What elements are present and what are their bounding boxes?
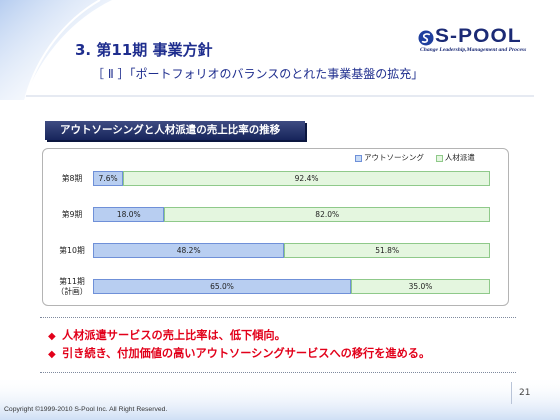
bar-segment-temp-staffing xyxy=(123,171,490,186)
logo-tagline: Change Leadership,Management and Process xyxy=(420,47,527,53)
legend-label-outsourcing: アウトソーシング xyxy=(364,153,424,162)
bar-segment-outsourcing xyxy=(93,171,124,186)
data-label-temp-staffing: 35.0% xyxy=(408,282,433,291)
diamond-bullet-icon: ◆ xyxy=(48,349,56,360)
logo-wordmark: S-POOL xyxy=(435,26,522,47)
key-point-text: 人材派遣サービスの売上比率は、低下傾向。 xyxy=(62,329,286,342)
company-logo: S-POOL Change Leadership,Management and … xyxy=(418,26,533,56)
category-label: 第11期 （計画） xyxy=(56,276,88,296)
category-axis: 第8期第9期第10期第11期 （計画） xyxy=(50,171,94,296)
key-points-list: ◆ 人材派遣サービスの売上比率は、低下傾向。 ◆ 引き続き、付加価値の高いアウトソー… xyxy=(48,327,430,363)
corner-swoosh-line xyxy=(25,0,101,97)
diamond-bullet-icon: ◆ xyxy=(48,331,56,342)
data-label-temp-staffing: 82.0% xyxy=(315,210,340,219)
chart-frame: アウトソーシング 人材派遣 第8期第9期第10期第11期 （計画） 7.6% 92… xyxy=(42,148,509,306)
chart-legend: アウトソーシング 人材派遣 xyxy=(355,153,487,163)
s-pool-swirl-icon xyxy=(418,30,434,46)
chart-title: アウトソーシングと人材派遣の売上比率の推移 xyxy=(60,124,281,136)
category-label: 第8期 xyxy=(61,173,83,183)
footer-gradient xyxy=(0,376,560,420)
divider-dotted-upper xyxy=(40,317,516,318)
divider-dotted-lower xyxy=(40,372,516,373)
legend-swatch-temp-staffing xyxy=(435,154,443,162)
copyright-notice: Copyright ©1999-2010 S-Pool Inc. All Rig… xyxy=(4,406,168,413)
bar-segment-outsourcing xyxy=(93,279,352,294)
data-label-temp-staffing: 92.4% xyxy=(294,174,319,183)
slide-heading: 3. 第11期 事業方針 xyxy=(75,41,213,59)
data-label-outsourcing: 48.2% xyxy=(176,246,201,255)
bar-segment-temp-staffing xyxy=(284,243,490,258)
category-label: 第10期 xyxy=(59,245,85,255)
data-label-outsourcing: 18.0% xyxy=(116,210,141,219)
legend-item-temp-staffing: 人材派遣 xyxy=(435,153,475,163)
data-label-outsourcing: 7.6% xyxy=(98,174,118,183)
key-point-text: 引き続き、付加価値の高いアウトソーシングサービスへの移行を進める。 xyxy=(62,347,431,360)
legend-item-outsourcing: アウトソーシング xyxy=(355,153,424,163)
legend-swatch-outsourcing xyxy=(355,154,362,162)
chart-title-bar: アウトソーシングと人材派遣の売上比率の推移 xyxy=(45,121,305,140)
page-number-rule xyxy=(511,382,512,404)
slide-subheading: ［ Ⅱ ］「ポートフォリオのバランスのとれた事業基盤の拡充」 xyxy=(92,67,424,81)
key-point: ◆ 人材派遣サービスの売上比率は、低下傾向。 xyxy=(48,327,430,345)
bar-plot-area: 7.6% 92.4% 18.0% 82.0% 48.2% 51.8% 65.0% 35.0% xyxy=(93,171,490,295)
legend-label-temp-staffing: 人材派遣 xyxy=(444,153,475,162)
page-number: 21 xyxy=(519,388,531,398)
bar-segment-outsourcing xyxy=(93,243,285,258)
corner-swoosh xyxy=(0,0,112,100)
bar-segment-outsourcing xyxy=(93,207,165,222)
bar-segment-temp-staffing xyxy=(351,279,490,294)
bar-segment-temp-staffing xyxy=(164,207,490,222)
data-label-temp-staffing: 51.8% xyxy=(375,246,400,255)
data-label-outsourcing: 65.0% xyxy=(210,282,234,291)
key-point: ◆ 引き続き、付加価値の高いアウトソーシングサービスへの移行を進める。 xyxy=(48,345,430,363)
category-label: 第9期 xyxy=(61,209,83,219)
